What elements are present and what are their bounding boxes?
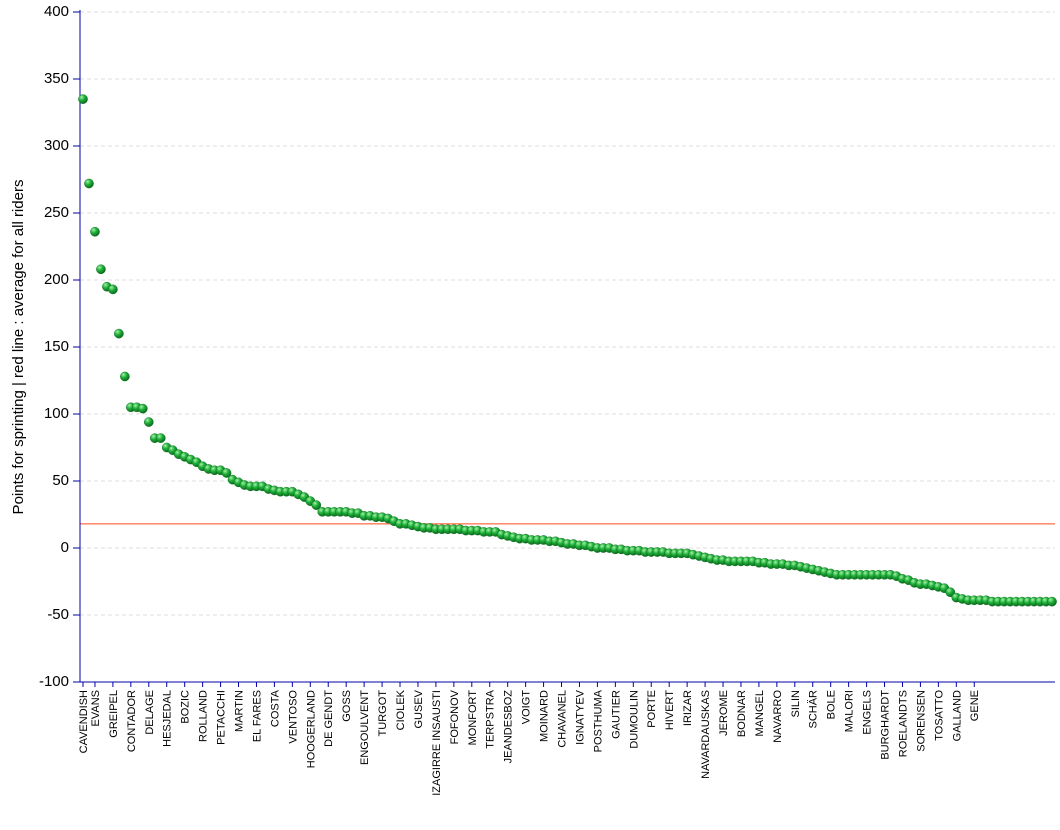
x-tick-label: GENE bbox=[969, 690, 981, 721]
axes bbox=[79, 10, 1055, 683]
x-tick-label: HESJEDAL bbox=[162, 690, 174, 747]
data-point bbox=[221, 468, 232, 478]
data-point bbox=[120, 371, 130, 382]
x-tick-label: IGNATYEV bbox=[574, 689, 586, 744]
x-tick-label: CHAVANEL bbox=[557, 690, 569, 748]
y-tick-label: 150 bbox=[44, 338, 69, 355]
x-tick-label: DUMOULIN bbox=[628, 690, 640, 749]
x-tick-label: EVANS bbox=[90, 690, 102, 726]
x-tick-label: EL FARES bbox=[251, 690, 263, 742]
y-tick-label: 250 bbox=[44, 204, 69, 221]
x-tick-label: GOSS bbox=[341, 690, 353, 722]
x-tick-label: GREIPEL bbox=[108, 690, 120, 738]
y-tick-label: 0 bbox=[61, 539, 69, 556]
y-tick-label: 100 bbox=[44, 405, 69, 422]
x-axis-ticks: CAVENDISH EVANS GREIPEL CONTADOR DELAGE HESJE… bbox=[78, 682, 981, 796]
grid-lines bbox=[80, 11, 1055, 616]
x-tick-label: MANGEL bbox=[754, 690, 766, 736]
x-tick-label: MALORI bbox=[844, 690, 856, 732]
x-tick-label: IRIZAR bbox=[682, 690, 694, 726]
x-tick-label: BURGHARDT bbox=[880, 690, 892, 760]
y-tick-label: 400 bbox=[44, 3, 69, 20]
x-tick-label: GALLAND bbox=[951, 690, 963, 741]
x-tick-label: NAVARDAUSKAS bbox=[700, 690, 712, 779]
x-tick-label: GAUTIER bbox=[610, 690, 622, 739]
x-tick-label: TERPSTRA bbox=[485, 689, 497, 748]
y-axis-ticks: 400 350 300 250 200 150 100 50 0 -50 -100 bbox=[39, 3, 80, 690]
x-tick-label: CAVENDISH bbox=[78, 690, 90, 753]
y-tick-label: 300 bbox=[44, 137, 69, 154]
data-point bbox=[78, 94, 88, 104]
x-tick-label: PORTE bbox=[646, 690, 658, 728]
x-tick-label: GUSEV bbox=[413, 689, 425, 728]
y-tick-label: 200 bbox=[44, 271, 69, 288]
y-tick-label: -50 bbox=[47, 606, 69, 623]
x-tick-label: BOZIC bbox=[180, 690, 192, 724]
y-tick-label: -100 bbox=[39, 673, 69, 690]
x-tick-label: BOLE bbox=[826, 690, 838, 719]
x-tick-label: DE GENDT bbox=[323, 690, 335, 747]
x-tick-label: MOINARD bbox=[539, 690, 551, 742]
y-tick-label: 350 bbox=[44, 70, 69, 87]
x-tick-label: TURGOT bbox=[377, 690, 389, 737]
x-tick-label: JEROME bbox=[718, 690, 730, 736]
data-point bbox=[114, 328, 124, 339]
data-points bbox=[78, 94, 1057, 607]
x-tick-label: POSTHUMA bbox=[592, 689, 604, 752]
x-tick-label: SORENSEN bbox=[915, 690, 927, 752]
data-point bbox=[1047, 596, 1057, 607]
data-point bbox=[96, 264, 106, 275]
x-tick-label: CIOLEK bbox=[395, 689, 407, 730]
x-tick-label: NAVARRO bbox=[772, 690, 784, 743]
x-tick-label: JEANDESBOZ bbox=[503, 690, 515, 764]
y-tick-label: 50 bbox=[52, 472, 69, 489]
data-point bbox=[138, 403, 148, 414]
data-point bbox=[311, 500, 322, 510]
x-tick-label: SILIN bbox=[790, 690, 802, 718]
x-tick-label: IZAGIRRE INSAUSTI bbox=[431, 690, 443, 796]
x-tick-label: HOOGERLAND bbox=[305, 690, 317, 768]
x-tick-label: ROELANDTS bbox=[897, 690, 909, 757]
data-point bbox=[155, 433, 166, 443]
x-tick-label: ROLLAND bbox=[198, 690, 210, 742]
x-tick-label: BODNAR bbox=[736, 690, 748, 737]
x-tick-label: TOSATTO bbox=[933, 690, 945, 741]
data-point bbox=[84, 178, 94, 189]
x-tick-label: DELAGE bbox=[144, 690, 156, 735]
x-tick-label: CONTADOR bbox=[126, 690, 138, 752]
x-tick-label: SCHÄR bbox=[808, 690, 820, 729]
x-tick-label: MONFORT bbox=[467, 690, 479, 746]
data-point bbox=[143, 417, 154, 427]
data-point bbox=[90, 226, 100, 237]
x-tick-label: HIVERT bbox=[664, 690, 676, 730]
x-tick-label: PETACCHI bbox=[216, 690, 228, 745]
y-axis-label: Points for sprinting | red line : averag… bbox=[10, 180, 27, 515]
x-tick-label: COSTA bbox=[269, 689, 281, 727]
x-tick-label: ENGOULVENT bbox=[359, 690, 371, 765]
x-tick-label: MARTIN bbox=[234, 690, 246, 732]
x-tick-label: FOFONOV bbox=[449, 689, 461, 744]
x-tick-label: VENTOSO bbox=[287, 690, 299, 744]
x-tick-label: ENGELS bbox=[862, 690, 874, 735]
data-point bbox=[108, 284, 118, 295]
x-tick-label: VOIGT bbox=[521, 690, 533, 725]
